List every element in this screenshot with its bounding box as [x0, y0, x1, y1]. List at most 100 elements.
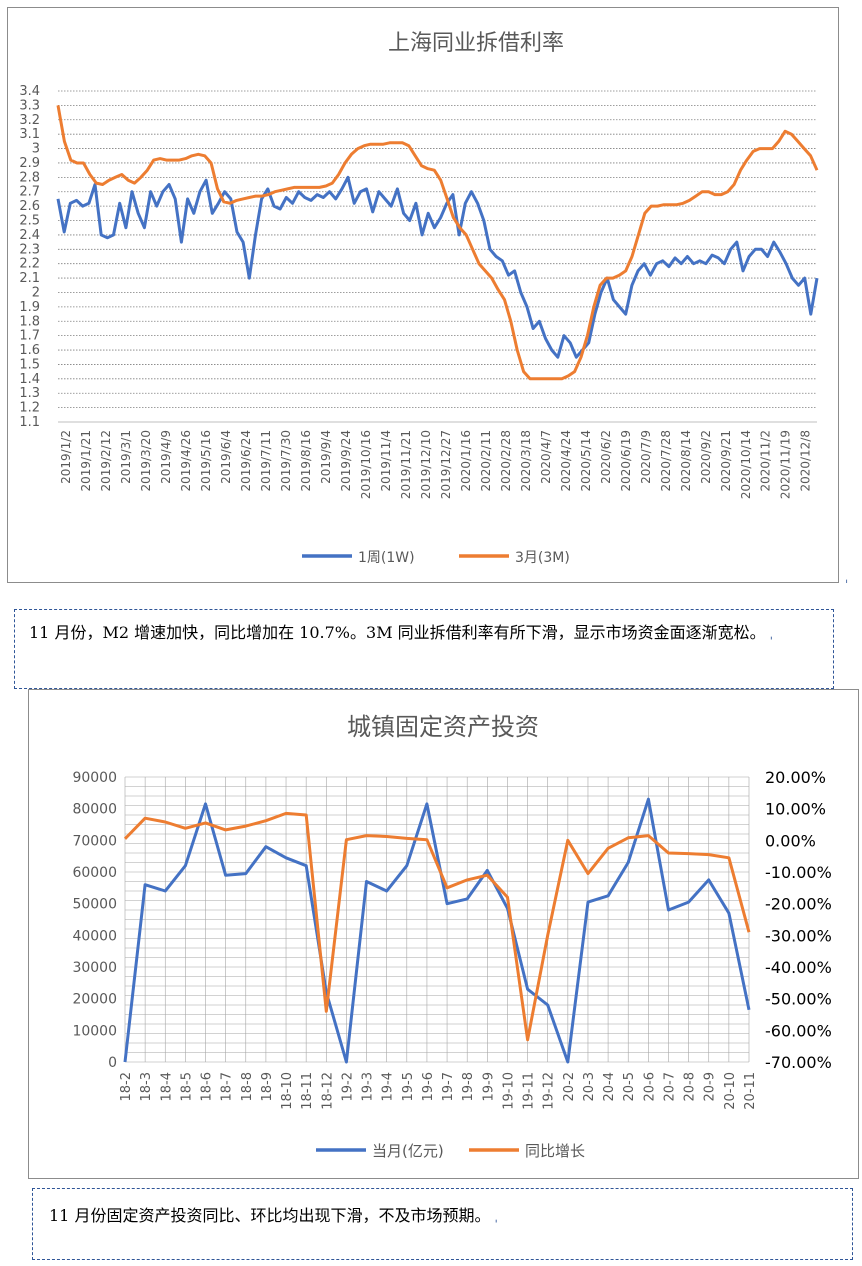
- x-tick-label: 2019/11/4: [379, 430, 393, 492]
- x-tick-label: 2020/2/28: [499, 430, 513, 492]
- y-tick-label: 3.4: [19, 84, 40, 99]
- note-box-1: 11 月份，M2 增速加快，同比增加在 10.7%。3M 同业拆借利率有所下滑，…: [14, 609, 834, 689]
- y2-tick-label: -50.00%: [765, 990, 832, 1009]
- chart-fai: 城镇固定资产投资 0 10000 20000 30000 40000 50000 60000…: [28, 689, 859, 1179]
- legend-label-monthly: 当月(亿元): [372, 1142, 444, 1160]
- x-tick-label: 18-10: [280, 1072, 295, 1110]
- y-tick-label: 2.9: [19, 156, 40, 171]
- x-tick-label: 20-10: [723, 1072, 738, 1110]
- x-tick-label: 19-2: [340, 1072, 355, 1102]
- y-tick-label: 2.5: [19, 214, 40, 229]
- y-tick-label: 60000: [72, 865, 117, 881]
- x-tick-label: 20-9: [703, 1072, 718, 1102]
- x-tick-label: 2020/6/2: [599, 430, 613, 484]
- x-tick-label: 20-4: [602, 1072, 617, 1102]
- x-tick-label: 2019/9/4: [319, 430, 333, 484]
- x-tick-label: 20-8: [683, 1072, 698, 1102]
- y-tick-label: 30000: [72, 960, 117, 976]
- note-text-1: 11 月份，M2 增速加快，同比增加在 10.7%。3M 同业拆借利率有所下滑，…: [29, 616, 819, 651]
- x-tick-label: 19-12: [542, 1072, 557, 1110]
- y-tick-label: 2.7: [19, 185, 40, 200]
- x-tick-label: 2019/1/2: [59, 430, 73, 484]
- x-tick-label: 2020/8/14: [679, 430, 693, 492]
- x-tick-label: 18-9: [260, 1072, 275, 1102]
- y2-tick-label: -70.00%: [765, 1053, 832, 1072]
- x-tick-label: 20-6: [642, 1072, 657, 1102]
- y-tick-label: 2.6: [19, 199, 40, 214]
- y-tick-label: 1.1: [19, 415, 40, 430]
- y2-tick-label: 20.00%: [765, 768, 826, 787]
- y2-tick-label: 0.00%: [765, 831, 816, 850]
- y-tick-label: 70000: [72, 833, 117, 849]
- x-tick-label: 2020/7/9: [639, 430, 653, 484]
- x-tick-label: 19-7: [441, 1072, 456, 1102]
- y2-tick-label: -10.00%: [765, 863, 832, 882]
- x-tick-label: 2020/10/14: [739, 430, 753, 499]
- y-tick-label: 1.2: [19, 401, 40, 416]
- series-line-yoy: [123, 811, 751, 1042]
- x-tick-label: 2019/8/16: [299, 430, 313, 492]
- chart-shibor-svg: 上海同业拆借利率 1.11.21.31.41.51.61.71.81.922.1…: [19, 31, 819, 566]
- x-tick-label: 19-9: [481, 1072, 496, 1102]
- y-tick-label: 2: [32, 285, 40, 300]
- x-tick-label: 2020/4/7: [539, 430, 553, 484]
- x-tick-label: 2019/12/10: [419, 430, 433, 499]
- chart-shibor-title: 上海同业拆借利率: [388, 31, 564, 56]
- chart-shibor-legend: 1周(1W) 3月(3M): [302, 550, 570, 566]
- y2-tick-label: -30.00%: [765, 926, 832, 945]
- y-tick-label: 1.6: [19, 343, 40, 358]
- x-tick-label: 2019/1/21: [79, 430, 93, 492]
- x-tick-label: 2019/6/24: [239, 430, 253, 492]
- x-tick-label: 18-7: [220, 1072, 235, 1102]
- x-tick-label: 18-11: [300, 1072, 315, 1110]
- y-tick-label: 3: [32, 142, 40, 157]
- y2-tick-label: -60.00%: [765, 1021, 832, 1040]
- x-tick-label: 2020/3/18: [519, 430, 533, 492]
- y-tick-label: 0: [108, 1055, 117, 1071]
- x-tick-label: 19-10: [501, 1072, 516, 1110]
- x-tick-label: 18-2: [119, 1072, 134, 1102]
- y-tick-label: 1.7: [19, 329, 40, 344]
- y-tick-label: 2.2: [19, 257, 40, 272]
- y-tick-label: 90000: [72, 770, 117, 786]
- x-tick-label: 2019/4/26: [179, 430, 193, 492]
- legend-label-yoy: 同比增长: [525, 1142, 585, 1160]
- x-tick-label: 2020/4/24: [559, 430, 573, 492]
- x-tick-label: 20-2: [562, 1072, 577, 1102]
- y-tick-label: 3.1: [19, 127, 40, 142]
- x-tick-label: 2019/11/21: [399, 430, 413, 499]
- x-tick-label: 20-5: [622, 1072, 637, 1102]
- x-tick-label: 2019/7/30: [279, 430, 293, 492]
- x-tick-label: 2019/2/12: [99, 430, 113, 492]
- x-tick-label: 2019/7/11: [259, 430, 273, 492]
- x-tick-label: 2019/6/4: [219, 430, 233, 484]
- x-tick-label: 19-5: [401, 1072, 416, 1102]
- x-tick-label: 2019/4/9: [159, 430, 173, 484]
- chart-fai-svg: 城镇固定资产投资 0 10000 20000 30000 40000 50000 60000…: [72, 713, 832, 1160]
- x-tick-label: 2020/7/28: [659, 430, 673, 492]
- y2-tick-label: -20.00%: [765, 895, 832, 914]
- y-tick-label: 20000: [72, 992, 117, 1008]
- chart-fai-legend: 当月(亿元) 同比增长: [316, 1142, 585, 1160]
- x-tick-label: 2020/12/8: [799, 430, 813, 492]
- y-tick-label: 3.3: [19, 98, 40, 113]
- x-tick-label: 2020/2/11: [479, 430, 493, 492]
- x-tick-label: 18-4: [159, 1072, 174, 1102]
- legend-label-1w: 1周(1W): [358, 550, 415, 566]
- y2-tick-label: 10.00%: [765, 800, 826, 819]
- anchor-mark-3: ˌ: [494, 1210, 498, 1224]
- y-tick-label: 1.9: [19, 300, 40, 315]
- x-tick-label: 2020/9/2: [699, 430, 713, 484]
- legend-label-3m: 3月(3M): [515, 550, 570, 566]
- y-tick-label: 2.4: [19, 228, 40, 243]
- x-tick-label: 18-8: [240, 1072, 255, 1102]
- x-tick-label: 2020/1/16: [459, 430, 473, 492]
- y-tick-label: 80000: [72, 802, 117, 818]
- x-tick-label: 2019/9/24: [339, 430, 353, 492]
- note-box-2: 11 月份固定资产投资同比、环比均出现下滑，不及市场预期。 ˌ: [32, 1188, 853, 1260]
- y2-tick-label: -40.00%: [765, 958, 832, 977]
- x-tick-label: 2019/3/1: [119, 430, 133, 484]
- y-tick-label: 10000: [72, 1023, 117, 1039]
- anchor-mark-1: ˌ: [845, 570, 849, 584]
- x-tick-label: 19-3: [361, 1072, 376, 1102]
